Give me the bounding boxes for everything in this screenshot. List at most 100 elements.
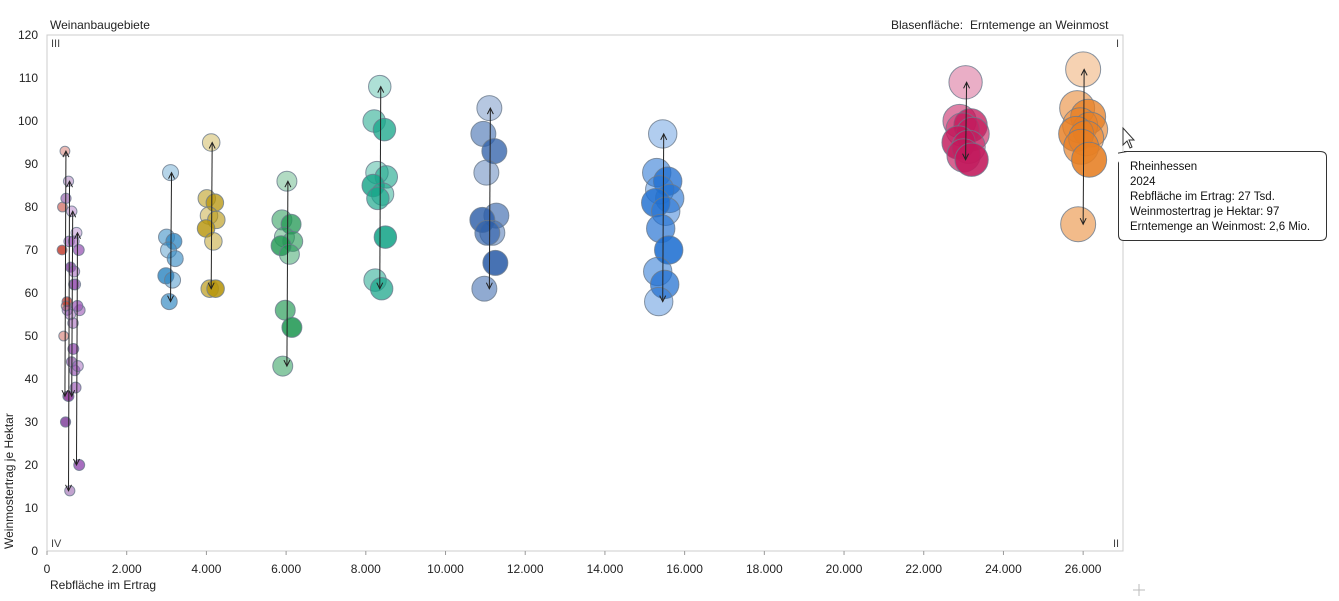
x-axis: 0 2.000 4.000 6.000 8.000 10.000 12.000 14.000 1… <box>44 551 1102 576</box>
bubble[interactable] <box>954 142 989 177</box>
bubble[interactable] <box>56 244 68 256</box>
y-tick-label: 40 <box>25 372 39 386</box>
bubble[interactable] <box>59 416 72 428</box>
crosshair-icon <box>1133 584 1145 596</box>
bubble[interactable] <box>1071 141 1108 178</box>
trend-arrowhead <box>69 210 77 218</box>
y-tick-label: 20 <box>25 458 39 472</box>
trend-arrowhead <box>74 231 81 240</box>
y-tick-label: 10 <box>25 501 39 515</box>
trend-arrow-line <box>488 108 491 289</box>
bubble[interactable] <box>372 117 397 142</box>
trend-arrowhead <box>66 180 73 188</box>
x-tick-label: 20.000 <box>826 562 863 576</box>
trend-arrowhead <box>283 359 291 368</box>
y-tick-label: 120 <box>18 28 38 42</box>
bubble[interactable] <box>164 271 182 289</box>
x-tick-label: 12.000 <box>507 562 544 576</box>
x-tick-label: 18.000 <box>746 562 783 576</box>
quadrant-label-i: I <box>1116 38 1119 50</box>
trend-arrowhead <box>376 282 384 290</box>
trend-arrowhead <box>486 106 494 115</box>
bubble[interactable] <box>281 316 303 338</box>
bubble[interactable] <box>482 249 509 276</box>
trend-arrow-line <box>210 142 213 289</box>
bubble[interactable] <box>473 159 500 186</box>
x-tick-label: 2.000 <box>112 562 142 576</box>
bubble[interactable] <box>369 276 394 301</box>
bubble[interactable] <box>62 175 75 187</box>
bubble[interactable] <box>69 381 82 394</box>
bubble[interactable] <box>67 342 80 355</box>
bubble[interactable] <box>270 235 292 257</box>
trend-arrow-line <box>379 86 382 289</box>
trend-arrowhead <box>660 132 668 141</box>
bubble[interactable] <box>272 355 294 377</box>
trend-arrow-line <box>662 133 665 302</box>
bubble-size-measure[interactable]: Erntemenge an Weinmost <box>970 18 1109 32</box>
bubble[interactable] <box>72 244 85 256</box>
bubble-layer[interactable] <box>56 51 1109 497</box>
y-tick-label: 100 <box>18 114 38 128</box>
bubble[interactable] <box>162 164 180 182</box>
trend-arrowhead <box>65 484 72 492</box>
bubble-size-label: Blasenfläche: <box>891 18 964 32</box>
bubble[interactable] <box>206 279 225 298</box>
trend-arrowhead <box>73 458 80 467</box>
trend-arrowhead <box>485 282 493 290</box>
bubble[interactable] <box>1065 51 1102 88</box>
bubble[interactable] <box>204 232 223 251</box>
trend-arrow-line <box>286 181 289 367</box>
y-axis: 0 10 20 30 40 50 60 70 80 90 100 110 120 <box>18 28 38 558</box>
y-tick-label: 90 <box>25 157 39 171</box>
bubble[interactable] <box>474 219 501 246</box>
bubble[interactable] <box>1060 206 1097 243</box>
bubble[interactable] <box>368 74 392 99</box>
bubble[interactable] <box>65 205 78 218</box>
data-tooltip: Rheinhessen 2024 Rebfläche im Ertrag: 27… <box>1118 151 1327 241</box>
bubble[interactable] <box>69 278 82 291</box>
bubble[interactable] <box>58 330 70 342</box>
bubble[interactable] <box>648 119 678 149</box>
bubble[interactable] <box>201 133 221 152</box>
bubble[interactable] <box>276 170 298 192</box>
y-tick-label: 0 <box>31 544 38 558</box>
arrow-layer <box>61 68 1088 492</box>
x-axis-title: Rebfläche im Ertrag <box>50 578 156 592</box>
x-tick-label: 16.000 <box>666 562 703 576</box>
bubble[interactable] <box>68 265 81 278</box>
trend-arrow-line <box>64 151 67 397</box>
bubble[interactable] <box>165 232 183 250</box>
trend-arrowhead <box>659 295 667 303</box>
y-tick-label: 80 <box>25 200 39 214</box>
y-axis-title: Weinmostertrag je Hektar <box>2 413 16 549</box>
bubble[interactable] <box>366 186 390 211</box>
bubble[interactable] <box>471 275 498 302</box>
quadrant-label-iv: IV <box>51 538 62 550</box>
bubble[interactable] <box>476 95 503 122</box>
bubble[interactable] <box>160 293 178 311</box>
x-tick-label: 26.000 <box>1065 562 1102 576</box>
trend-arrowhead <box>62 149 70 158</box>
bubble[interactable] <box>948 65 983 100</box>
bubble[interactable] <box>59 145 71 157</box>
tooltip-total: Erntemenge an Weinmost: 2,6 Mio. <box>1130 221 1311 233</box>
bubble[interactable] <box>373 225 398 249</box>
y-tick-label: 70 <box>25 243 39 257</box>
bubble[interactable] <box>71 360 84 373</box>
trend-arrowhead <box>208 141 216 149</box>
x-tick-label: 14.000 <box>587 562 624 576</box>
cursor-pointer-icon <box>1122 126 1136 149</box>
x-tick-label: 8.000 <box>351 562 381 576</box>
x-tick-label: 4.000 <box>191 562 221 576</box>
bubble[interactable] <box>166 250 184 268</box>
bubble[interactable] <box>67 317 79 329</box>
trend-arrow-line <box>71 211 74 397</box>
bubble[interactable] <box>644 286 674 317</box>
trend-arrowhead <box>168 171 175 179</box>
bubble[interactable] <box>278 243 300 265</box>
trend-arrowhead <box>1079 217 1087 226</box>
bubble[interactable] <box>73 459 86 471</box>
y-tick-label: 30 <box>25 415 39 429</box>
